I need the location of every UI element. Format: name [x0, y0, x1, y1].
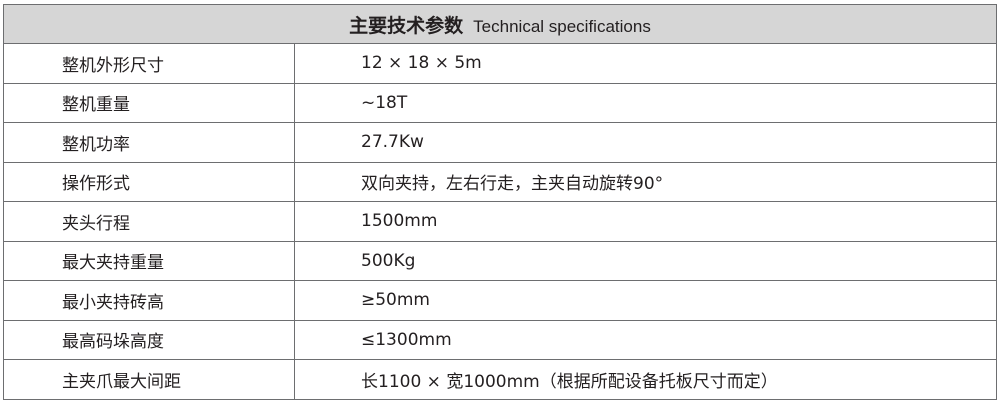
- table-header: 主要技术参数 Technical specifications: [3, 4, 997, 44]
- spec-label: 整机外形尺寸: [3, 43, 295, 84]
- spec-table: 主要技术参数 Technical specifications 整机外形尺寸 12 …: [3, 4, 997, 400]
- spec-value: 500Kg: [294, 240, 997, 281]
- table-row: 整机功率 27.7Kw: [3, 122, 997, 163]
- table-row: 主夹爪最大间距 长1100 × 宽1000mm（根据所配设备托板尺寸而定）: [3, 359, 997, 400]
- spec-label: 操作形式: [3, 161, 295, 202]
- spec-value: 1500mm: [294, 201, 997, 242]
- table-title: 主要技术参数 Technical specifications: [3, 4, 997, 44]
- table-row: 最大夹持重量 500Kg: [3, 240, 997, 281]
- spec-label: 最大夹持重量: [3, 240, 295, 281]
- spec-value: ≤1300mm: [294, 319, 997, 360]
- table-row: 操作形式 双向夹持，左右行走，主夹自动旋转90°: [3, 161, 997, 202]
- table-row: 夹头行程 1500mm: [3, 201, 997, 242]
- spec-label: 整机功率: [3, 122, 295, 163]
- spec-label: 主夹爪最大间距: [3, 359, 295, 400]
- title-en: Technical specifications: [473, 16, 651, 36]
- table-row: 最小夹持砖高 ≥50mm: [3, 280, 997, 321]
- spec-value: 27.7Kw: [294, 122, 997, 163]
- table-row: 整机外形尺寸 12 × 18 × 5m: [3, 43, 997, 84]
- spec-label: 最小夹持砖高: [3, 280, 295, 321]
- spec-value: 双向夹持，左右行走，主夹自动旋转90°: [294, 161, 997, 202]
- spec-value: ≥50mm: [294, 280, 997, 321]
- spec-label: 最高码垛高度: [3, 319, 295, 360]
- spec-value: 长1100 × 宽1000mm（根据所配设备托板尺寸而定）: [294, 359, 997, 400]
- spec-label: 整机重量: [3, 82, 295, 123]
- spec-value: ~18T: [294, 82, 997, 123]
- spec-label: 夹头行程: [3, 201, 295, 242]
- title-cn: 主要技术参数: [349, 14, 464, 37]
- table-row: 最高码垛高度 ≤1300mm: [3, 319, 997, 360]
- table-row: 整机重量 ~18T: [3, 82, 997, 123]
- spec-value: 12 × 18 × 5m: [294, 43, 997, 84]
